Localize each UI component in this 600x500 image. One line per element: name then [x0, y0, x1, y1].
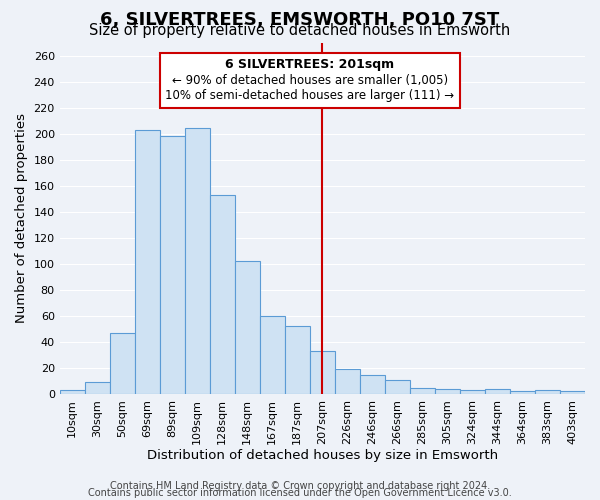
- Bar: [335, 370, 360, 394]
- Bar: [185, 128, 210, 394]
- Text: Size of property relative to detached houses in Emsworth: Size of property relative to detached ho…: [89, 23, 511, 38]
- Bar: [135, 130, 160, 394]
- Y-axis label: Number of detached properties: Number of detached properties: [15, 114, 28, 324]
- Text: 6 SILVERTREES: 201sqm: 6 SILVERTREES: 201sqm: [225, 58, 394, 71]
- Bar: [385, 380, 410, 394]
- Bar: [285, 326, 310, 394]
- Bar: [410, 388, 435, 394]
- Text: 6, SILVERTREES, EMSWORTH, PO10 7ST: 6, SILVERTREES, EMSWORTH, PO10 7ST: [100, 12, 500, 30]
- Bar: [435, 389, 460, 394]
- Bar: [360, 374, 385, 394]
- Bar: [535, 390, 560, 394]
- Bar: [460, 390, 485, 394]
- Bar: [110, 333, 135, 394]
- Bar: [85, 382, 110, 394]
- Bar: [160, 136, 185, 394]
- X-axis label: Distribution of detached houses by size in Emsworth: Distribution of detached houses by size …: [147, 450, 498, 462]
- Bar: [210, 195, 235, 394]
- Bar: [510, 392, 535, 394]
- Bar: [59, 390, 85, 394]
- Text: 10% of semi-detached houses are larger (111) →: 10% of semi-detached houses are larger (…: [165, 90, 454, 102]
- Text: Contains public sector information licensed under the Open Government Licence v3: Contains public sector information licen…: [88, 488, 512, 498]
- Text: Contains HM Land Registry data © Crown copyright and database right 2024.: Contains HM Land Registry data © Crown c…: [110, 481, 490, 491]
- Bar: [260, 316, 285, 394]
- Bar: [310, 351, 335, 394]
- FancyBboxPatch shape: [160, 53, 460, 108]
- Text: ← 90% of detached houses are smaller (1,005): ← 90% of detached houses are smaller (1,…: [172, 74, 448, 87]
- Bar: [485, 389, 510, 394]
- Bar: [235, 262, 260, 394]
- Bar: [560, 392, 585, 394]
